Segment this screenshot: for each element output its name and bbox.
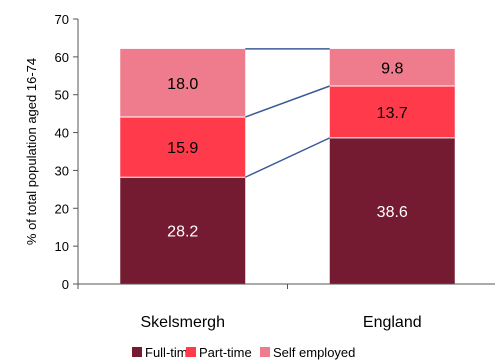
- bar-segment-self-employed: [329, 48, 455, 87]
- bar-segment-part-time: [329, 86, 455, 138]
- y-axis-label: % of total population aged 16-74: [24, 58, 39, 245]
- legend-label: Full-time: [145, 345, 195, 360]
- data-label: 9.8: [381, 60, 403, 77]
- category-label-england: England: [363, 314, 422, 331]
- bar-segment-self-employed: [120, 48, 246, 118]
- legend-swatch: [132, 347, 142, 357]
- y-tick-label: 30: [55, 163, 69, 178]
- data-label: 18.0: [167, 76, 198, 93]
- bars: 28.2 15.9 18.0 38.6 13.7 9.8: [120, 48, 455, 284]
- data-label: 28.2: [167, 224, 198, 241]
- series-connector-line: [244, 85, 331, 118]
- y-tick-label: 70: [55, 12, 69, 27]
- legend-swatch: [186, 347, 196, 357]
- y-tick-label: 60: [55, 50, 69, 65]
- y-axis: 0 10 20 30 40 50 60 70: [55, 12, 79, 292]
- y-tick-label: 0: [62, 277, 69, 292]
- y-tick-label: 50: [55, 88, 69, 103]
- y-tick-label: 10: [55, 239, 69, 254]
- legend-swatch: [260, 347, 270, 357]
- bar-segment-full-time: [329, 137, 455, 284]
- legend: Full-time Part-time Self employed: [132, 345, 355, 360]
- bar-segment-part-time: [120, 117, 246, 178]
- y-tick-label: 20: [55, 201, 69, 216]
- series-connector-line: [244, 137, 331, 178]
- bar-connectors: [244, 48, 331, 178]
- data-label: 13.7: [377, 105, 408, 122]
- y-tick-label: 40: [55, 126, 69, 141]
- data-label: 15.9: [167, 140, 198, 157]
- legend-label: Part-time: [199, 345, 252, 360]
- category-label-skelsmergh: Skelsmergh: [141, 314, 225, 331]
- x-axis: Skelsmergh England: [77, 283, 495, 331]
- legend-label: Self employed: [273, 345, 355, 360]
- data-label: 38.6: [377, 204, 408, 221]
- bar-segment-full-time: [120, 177, 246, 284]
